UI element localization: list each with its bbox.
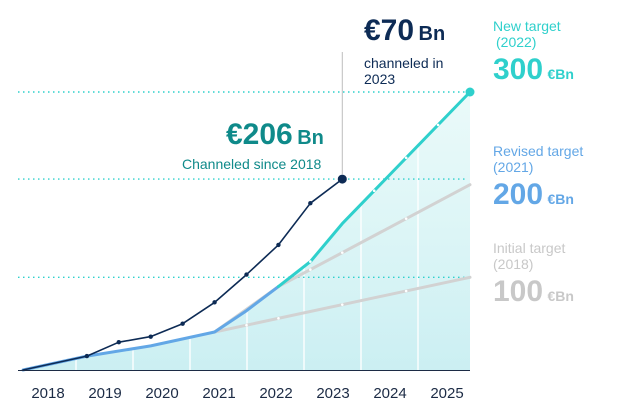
line-tick xyxy=(245,323,248,327)
x-tick-label: 2018 xyxy=(31,385,64,402)
annotation-total-unit: Bn xyxy=(297,127,324,149)
target-initial-name1: Initial target xyxy=(493,240,566,256)
line-tick xyxy=(340,251,344,254)
target-revised: Revised target (2021) 200 €Bn xyxy=(493,143,583,213)
annotation-total-amount: €206 xyxy=(226,118,293,151)
channeled-point xyxy=(116,340,121,345)
annotation-total-text: Channeled since 2018 xyxy=(182,155,322,172)
annotation-2023-text1: channeled in xyxy=(364,54,444,71)
line-tick xyxy=(404,289,408,293)
target-new-name2: (2022) xyxy=(496,34,537,51)
annotation-2023-unit: Bn xyxy=(418,23,446,45)
target-new-value-row: 300 €Bn xyxy=(493,53,574,88)
annotation-total-value: €206 Bn xyxy=(182,118,324,153)
target-initial-value-row: 100 €Bn xyxy=(493,275,574,310)
x-tick-label: 2024 xyxy=(373,385,406,402)
line-tick xyxy=(372,189,376,192)
annotation-2023-amount: €70 xyxy=(364,14,415,47)
line-tick xyxy=(404,217,408,220)
channeled-point xyxy=(180,321,185,326)
channeled-point xyxy=(337,174,347,184)
series-line-channeled xyxy=(22,178,344,371)
target-new-value: 300 xyxy=(493,53,544,87)
x-tick-label: 2021 xyxy=(202,385,235,402)
channeled-point xyxy=(212,300,217,305)
target-new-name1: New target xyxy=(493,18,561,34)
target-initial-name2: (2018) xyxy=(493,256,534,273)
channeled-point xyxy=(148,334,153,339)
annotation-total: €206 Bn Channeled since 2018 xyxy=(182,118,324,172)
x-tick-label: 2019 xyxy=(88,385,121,402)
x-tick-label: 2025 xyxy=(430,385,463,402)
annotation-2023-value: €70 Bn xyxy=(364,14,445,49)
line-tick xyxy=(277,317,280,320)
target-initial: Initial target (2018) 100 €Bn xyxy=(493,240,574,310)
target-new-unit: €Bn xyxy=(547,66,574,83)
channeled-point xyxy=(84,353,90,359)
target-revised-value-row: 200 €Bn xyxy=(493,178,583,213)
channeled-point xyxy=(308,201,313,206)
target-new: New target (2022) 300 €Bn xyxy=(493,18,574,88)
x-tick-label: 2023 xyxy=(316,385,349,402)
annotation-2023-text2: 2023 xyxy=(364,70,396,87)
new-target-endpoint xyxy=(465,87,475,97)
target-initial-unit: €Bn xyxy=(547,288,574,305)
line-tick xyxy=(404,156,408,160)
target-revised-unit: €Bn xyxy=(547,191,574,208)
line-tick xyxy=(340,303,344,306)
line-tick xyxy=(436,123,440,127)
annotation-2023: €70 Bn channeled in 2023 xyxy=(364,14,445,87)
x-tick-label: 2020 xyxy=(145,385,178,402)
channeled-point xyxy=(244,272,249,277)
channeled-point xyxy=(276,242,281,248)
line-tick xyxy=(309,260,312,263)
x-tick-label: 2022 xyxy=(259,385,292,402)
target-initial-value: 100 xyxy=(493,275,544,309)
target-revised-name1: Revised target xyxy=(493,143,584,159)
line-tick xyxy=(309,268,312,271)
target-revised-name2: (2021) xyxy=(493,159,534,176)
target-revised-value: 200 xyxy=(493,178,544,212)
